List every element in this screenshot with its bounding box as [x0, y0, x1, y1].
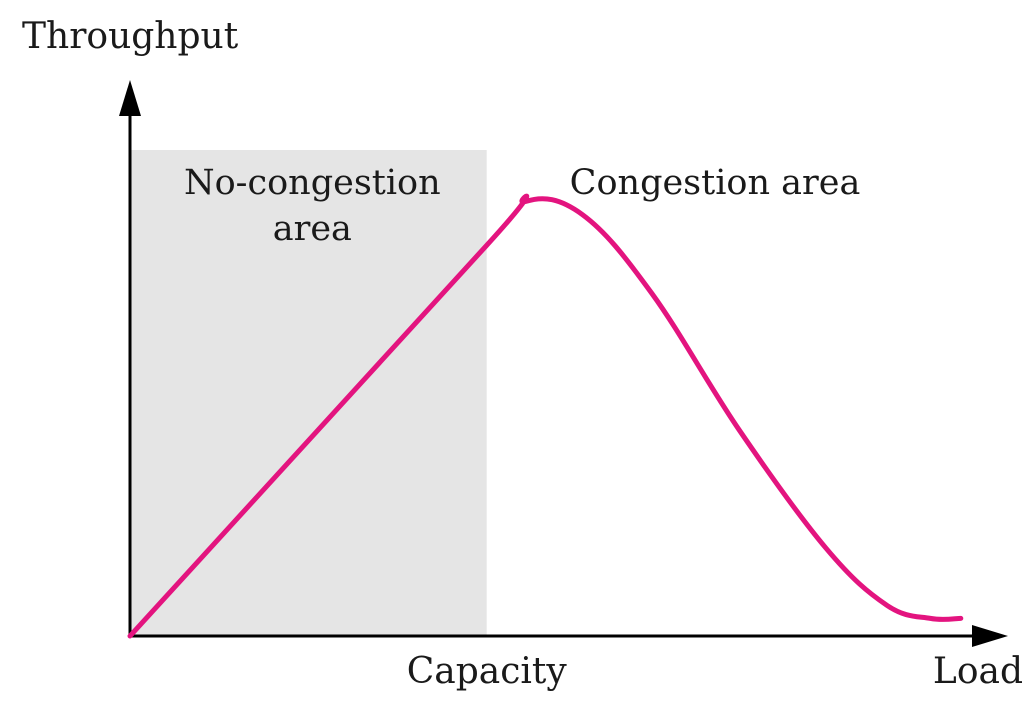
region-label-0-line-1: area — [273, 209, 352, 249]
axes — [119, 80, 1008, 647]
y-axis-arrow — [119, 80, 141, 116]
shaded-region-0 — [131, 150, 487, 636]
x-axis-label: Load — [933, 651, 1023, 692]
labels-layer: Throughput Load No-congestion area Congest… — [22, 16, 1023, 692]
y-axis-label: Throughput — [22, 16, 239, 57]
regions-layer — [131, 150, 487, 636]
region-label-1-line-0: Congestion area — [570, 163, 861, 203]
series-layer — [127, 193, 964, 639]
region-label-0-line-0: No-congestion — [184, 163, 441, 203]
x-tick-label-0: Capacity — [407, 651, 568, 692]
x-axis-arrow — [972, 625, 1008, 647]
throughput-series-line-0 — [127, 193, 964, 639]
